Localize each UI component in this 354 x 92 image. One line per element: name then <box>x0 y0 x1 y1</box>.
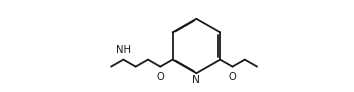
Text: N: N <box>193 75 200 85</box>
Text: O: O <box>156 72 164 82</box>
Text: NH: NH <box>116 45 131 55</box>
Text: O: O <box>229 72 236 82</box>
